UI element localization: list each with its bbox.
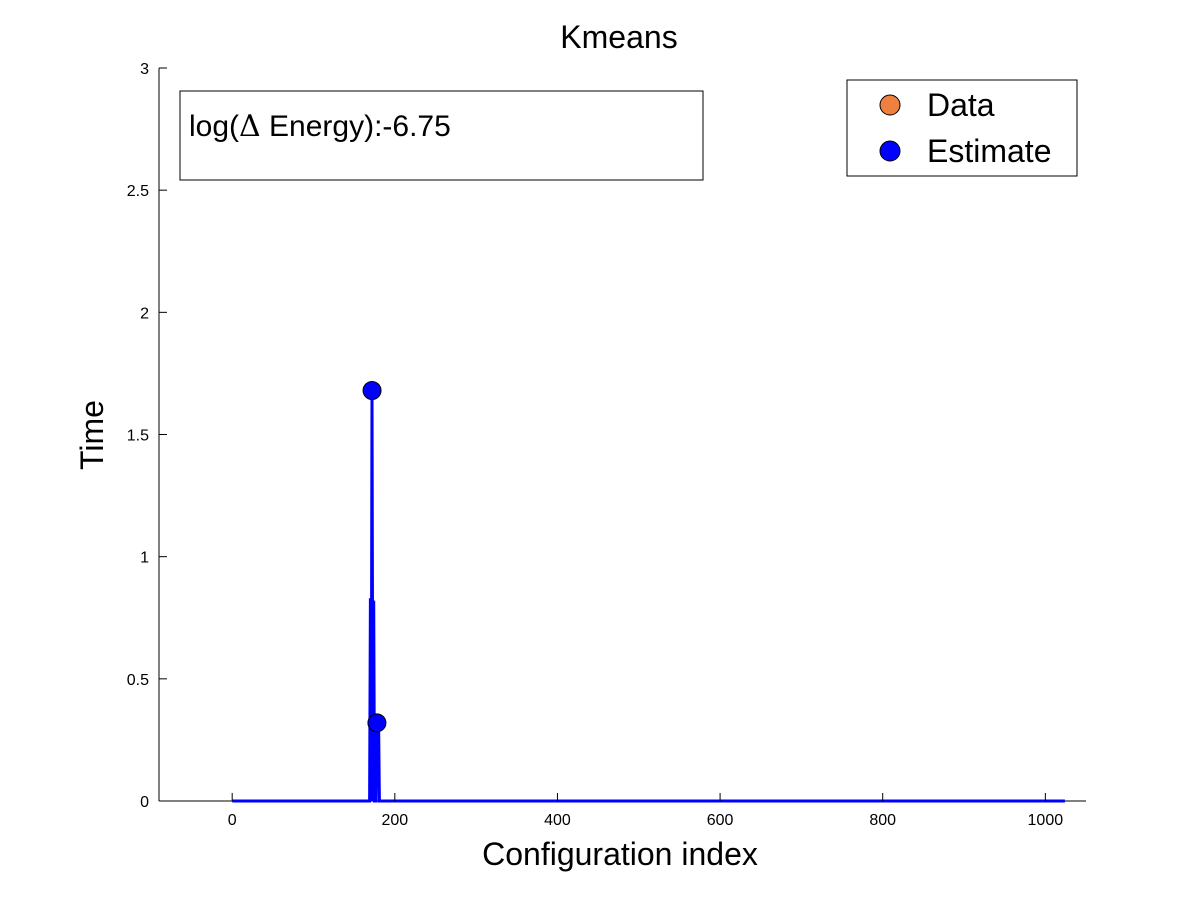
x-tick-label: 200	[381, 812, 408, 829]
x-tick-label: 1000	[1028, 812, 1064, 829]
chart-title: Kmeans	[560, 19, 677, 55]
y-tick-label: 1.5	[127, 428, 149, 445]
y-tick-label: 1	[140, 550, 149, 567]
y-tick-label: 0	[140, 794, 149, 811]
legend-estimate-marker	[879, 140, 901, 162]
legend-estimate-label: Estimate	[927, 133, 1051, 169]
data-layer	[232, 381, 1065, 803]
legend: Data Estimate	[846, 79, 1078, 177]
y-tick-label: 2.5	[127, 183, 149, 200]
x-axis-label: Configuration index	[482, 836, 758, 872]
estimate-point	[367, 713, 387, 733]
delta-symbol: Δ	[239, 109, 261, 144]
y-tick-label: 3	[140, 61, 149, 78]
annotation-suffix: Energy):-6.75	[261, 110, 451, 143]
energy-annotation-box: log(Δ Energy):-6.75	[179, 90, 704, 181]
annotation-text: log(Δ Energy):-6.75	[189, 109, 451, 144]
estimate-series-line	[232, 390, 1065, 803]
y-axis-label: Time	[74, 400, 110, 470]
legend-data-label: Data	[927, 87, 995, 123]
annotation-prefix: log(	[189, 110, 239, 143]
estimate-point	[362, 381, 382, 401]
y-tick-label: 0.5	[127, 672, 149, 689]
annotation-border	[179, 90, 704, 181]
x-tick-label: 400	[544, 812, 571, 829]
x-tick-label: 800	[869, 812, 896, 829]
legend-data-marker	[879, 94, 901, 116]
x-tick-label: 0	[228, 812, 237, 829]
x-tick-label: 600	[707, 812, 734, 829]
tick-layer: 0 200 400 600 800 1000 0 0.5 1 1.5 2 2.5 3	[127, 61, 1063, 829]
y-tick-label: 2	[140, 305, 149, 322]
